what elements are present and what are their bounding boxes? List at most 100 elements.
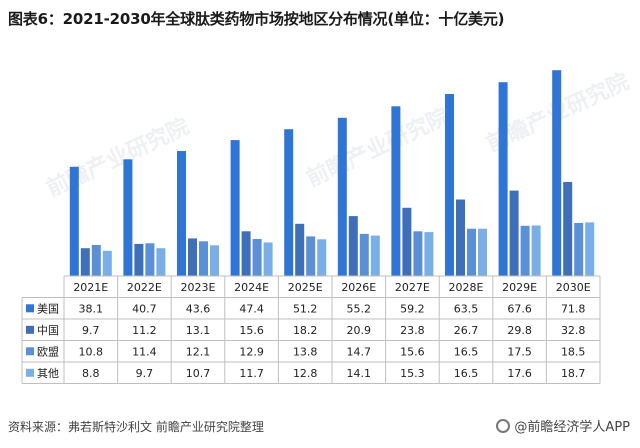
data-label: 55.2 [347,302,372,315]
bar-美国-2026E [337,117,347,276]
bar-其他-2027E [424,232,434,276]
data-label: 67.6 [507,302,532,315]
data-label: 23.8 [400,324,425,337]
legend-swatch-美国 [26,304,34,313]
bar-美国-2023E [177,151,186,276]
chart-title: 图表6：2021-2030年全球肽类药物市场按地区分布情况(单位：十亿美元) [8,10,505,28]
data-label: 38.1 [79,302,104,315]
bar-其他-2029E [531,225,541,276]
bar-其他-2022E [156,248,166,276]
bar-美国-2028E [445,94,454,276]
x-tick-label: 2023E [181,281,216,294]
bar-美国-2021E [69,166,79,276]
data-label: 13.8 [293,345,318,358]
data-label: 11.7 [239,367,264,380]
data-label: 15.6 [400,345,425,358]
bar-中国-2025E [295,223,305,276]
data-label: 20.9 [347,324,372,337]
legend-label-中国: 中国 [37,324,59,337]
bar-中国-2021E [80,248,90,276]
x-tick-label: 2028E [449,281,484,294]
bar-中国-2027E [402,207,412,276]
legend-swatch-其他 [26,368,34,377]
data-label: 15.3 [400,367,425,380]
data-label: 16.5 [454,367,479,380]
x-tick-label: 2025E [288,281,323,294]
bar-其他-2021E [102,250,112,276]
data-label: 17.5 [507,345,532,358]
bar-欧盟-2024E [252,239,262,276]
bar-中国-2028E [456,199,465,276]
data-label: 71.8 [561,302,586,315]
bar-中国-2029E [509,190,519,276]
source-note: 资料来源：弗若斯特沙利文 前瞻产业研究院整理 [8,420,264,434]
bar-欧盟-2029E [520,225,530,276]
bar-美国-2027E [391,106,401,276]
legend-label-其他: 其他 [37,367,59,380]
data-label: 10.8 [79,345,104,358]
data-label: 40.7 [132,302,157,315]
bar-美国-2029E [498,82,508,276]
data-label: 29.8 [507,324,532,337]
legend-label-欧盟: 欧盟 [37,345,59,358]
x-tick-label: 2030E [556,281,591,294]
bar-欧盟-2023E [199,241,208,276]
data-label: 18.5 [561,345,586,358]
data-label: 14.7 [347,345,372,358]
x-tick-label: 2029E [502,281,537,294]
x-tick-label: 2022E [127,281,162,294]
data-label: 51.2 [293,302,318,315]
bar-美国-2030E [552,70,562,276]
data-label: 11.4 [132,345,157,358]
bar-其他-2023E [210,245,219,276]
data-label: 11.2 [132,324,157,337]
x-tick-label: 2026E [341,281,376,294]
bar-其他-2025E [317,239,327,276]
legend-swatch-欧盟 [26,347,34,356]
bar-欧盟-2021E [91,245,101,276]
x-tick-label: 2021E [73,281,108,294]
data-label: 9.7 [82,324,100,337]
bar-美国-2022E [123,159,133,276]
data-label: 16.5 [454,345,479,358]
legend-label-美国: 美国 [37,302,59,315]
bar-欧盟-2030E [574,223,584,276]
data-label: 47.4 [239,302,264,315]
data-label: 32.8 [561,324,586,337]
bar-欧盟-2022E [145,243,155,276]
data-label: 18.7 [561,367,586,380]
bar-其他-2030E [585,222,595,276]
data-label: 17.6 [507,367,532,380]
x-tick-label: 2024E [234,281,269,294]
bar-美国-2025E [284,129,294,276]
bar-中国-2022E [134,243,144,276]
bar-其他-2026E [370,235,380,276]
legend-swatch-中国 [26,325,34,334]
x-tick-label: 2027E [395,281,430,294]
bar-欧盟-2025E [306,236,316,276]
data-label: 12.8 [293,367,318,380]
bar-chart: 2021E 2022E 2023E 2024E 2025E 2026E 2027E 2028E… [21,70,601,384]
data-label: 13.1 [186,324,211,337]
data-label: 10.7 [186,367,211,380]
bar-中国-2026E [348,216,358,276]
bar-欧盟-2028E [467,228,476,276]
bar-中国-2024E [241,231,251,276]
bar-其他-2024E [263,242,273,276]
data-label: 43.6 [186,302,211,315]
bar-欧盟-2027E [413,231,423,276]
bar-中国-2023E [188,238,197,276]
data-label: 18.2 [293,324,318,337]
brand-text: @前瞻经济学人APP [514,420,630,435]
data-label: 12.1 [186,345,211,358]
data-label: 59.2 [400,302,425,315]
data-label: 15.6 [239,324,264,337]
bar-其他-2028E [478,228,487,276]
data-label: 63.5 [454,302,479,315]
data-label: 8.8 [82,367,100,380]
bar-美国-2024E [230,140,240,276]
brand-label: @前瞻经济学人APP [496,416,630,435]
data-label: 26.7 [454,324,479,337]
bar-中国-2030E [563,182,573,276]
data-label: 14.1 [347,367,372,380]
